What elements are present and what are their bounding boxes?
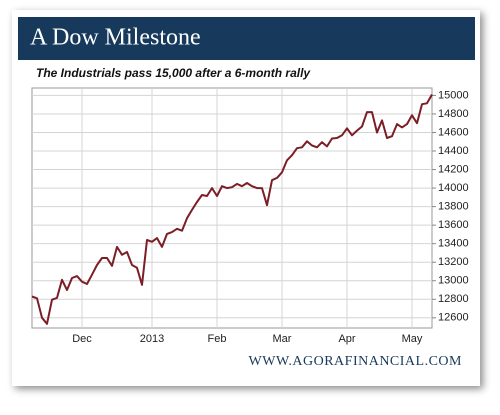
series-line bbox=[31, 94, 433, 325]
chart-subtitle: The Industrials pass 15,000 after a 6-mo… bbox=[36, 66, 311, 80]
x-tick-label: 2013 bbox=[140, 333, 164, 345]
x-tick-label: Dec bbox=[72, 333, 92, 345]
x-tick-label: May bbox=[402, 333, 423, 345]
footer-url: WWW.AGORAFINANCIAL.COM bbox=[249, 354, 463, 369]
header-band bbox=[18, 17, 475, 60]
card bbox=[12, 10, 480, 386]
y-tick-label: 13200 bbox=[438, 256, 469, 268]
plot-frame bbox=[31, 87, 433, 329]
y-tick-label: 14400 bbox=[438, 145, 469, 157]
chart-title: A Dow Milestone bbox=[30, 25, 201, 51]
x-tick-label: Apr bbox=[338, 333, 355, 345]
y-tick-label: 12600 bbox=[438, 312, 469, 324]
y-tick-label: 14200 bbox=[438, 163, 469, 175]
y-tick-label: 14600 bbox=[438, 126, 469, 138]
x-tick-label: Feb bbox=[208, 333, 227, 345]
y-tick-label: 13800 bbox=[438, 201, 469, 213]
y-tick-label: 14800 bbox=[438, 108, 469, 120]
y-tick-label: 14000 bbox=[438, 182, 469, 194]
y-tick-label: 12800 bbox=[438, 293, 469, 305]
y-tick-label: 13400 bbox=[438, 238, 469, 250]
y-tick-label: 15000 bbox=[438, 89, 469, 101]
y-tick-label: 13000 bbox=[438, 275, 469, 287]
y-tick-label: 13600 bbox=[438, 219, 469, 231]
x-tick-label: Mar bbox=[273, 333, 292, 345]
